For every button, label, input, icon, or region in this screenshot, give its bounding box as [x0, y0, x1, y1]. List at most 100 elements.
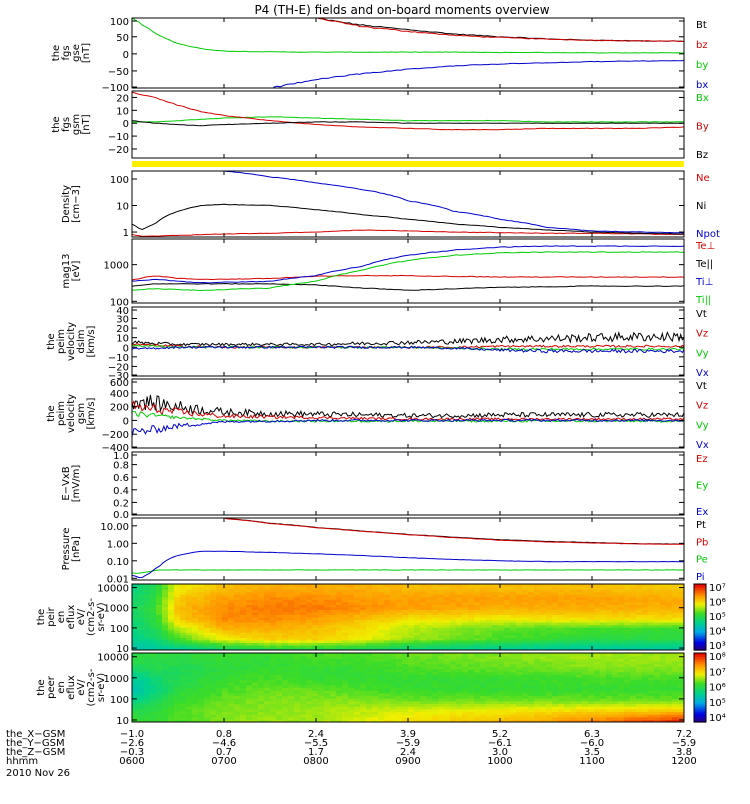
p8-frame [132, 518, 684, 580]
p5-lines [132, 332, 684, 352]
legend-label: Vt [696, 381, 707, 392]
y-tick-label: 20 [116, 93, 129, 104]
colorbar-tick-label: 10⁶ [709, 598, 726, 609]
series-line-bx [273, 61, 684, 88]
legend-label: Vz [696, 401, 708, 412]
legend-label: Vy [696, 420, 709, 431]
legend-label: bz [696, 40, 708, 51]
y-tick-label: 1 [123, 228, 129, 239]
y-tick-label: 1.00 [107, 539, 129, 550]
series-line-Ti|| [132, 252, 684, 291]
series-line-Te⊥ [132, 275, 684, 280]
legend-label: Bt [696, 20, 707, 31]
y-tick-label: 1000 [104, 261, 129, 272]
p4-legend: Te⊥Te||Ti⊥Ti|| [695, 241, 715, 306]
p6-frame [132, 379, 684, 448]
series-line-Pb [225, 519, 684, 545]
legend-label: Ey [696, 481, 708, 492]
series-line-Ni [132, 204, 684, 234]
y-axis-label-line: [eV] [71, 261, 82, 282]
colorbar-tick-label: 10³ [709, 641, 726, 652]
y-tick-label: 0.10 [107, 557, 129, 568]
p3-legend: Ne Ni Npot [696, 173, 720, 240]
legend-label: Vx [696, 440, 709, 451]
y-tick-label: 10.00 [100, 522, 129, 533]
p1-lines [132, 18, 684, 88]
y-axis-label-line: [km/s] [86, 397, 97, 429]
y-tick-label: 0.4 [113, 486, 129, 497]
y-axis-label-line: [nPa] [71, 536, 82, 562]
series-line-By [132, 92, 684, 130]
legend-label: Bx [696, 93, 709, 104]
legend-label: By [696, 122, 709, 133]
y-tick-label: 10 [116, 202, 129, 213]
p8-legend: Pt Pb Pe Pi [696, 520, 708, 583]
legend-label: Ni [696, 201, 706, 212]
y-tick-label: 100 [110, 624, 129, 635]
legend-label: Vx [696, 368, 709, 379]
series-line-Bt [318, 19, 684, 42]
legend-label: Te|| [695, 259, 713, 270]
legend-label: Vt [696, 309, 707, 320]
y-tick-label: 100 [110, 175, 129, 186]
colorbar-tick-label: 10⁵ [709, 612, 726, 623]
p4-frame [132, 239, 684, 303]
y-tick-label: −200 [102, 430, 129, 441]
y-tick-label: 0.6 [113, 473, 129, 484]
series-line-Pi [132, 551, 684, 577]
legend-label: Ez [696, 454, 708, 465]
y-axis-label-line: [nT] [81, 43, 92, 63]
legend-label: Bz [696, 150, 708, 161]
p6-lines [132, 395, 684, 437]
y-tick-label: 50 [116, 33, 129, 44]
y-tick-label: 0.0 [113, 510, 129, 521]
p7-frame [132, 452, 684, 515]
legend-label: Pe [696, 555, 708, 566]
y-tick-label: 0 [123, 119, 129, 130]
y-axis-label-line: [km/s] [86, 325, 97, 357]
legend-label: bx [696, 80, 708, 91]
p2-legend: Bx By Bz [696, 93, 709, 161]
y-tick-label: 200 [110, 403, 129, 414]
legend-label: Ne [696, 173, 710, 184]
y-tick-label: 0 [123, 416, 129, 427]
p3-frame [132, 171, 684, 237]
y-axis-label-line: [nT] [81, 114, 92, 134]
series-line-Vt [132, 395, 684, 418]
y-tick-label: 600 [110, 378, 129, 389]
legend-label: Pb [696, 537, 708, 548]
p10-spectrogram [132, 653, 685, 723]
legend-label: Ti⊥ [695, 277, 713, 288]
y-axis-label-line: sr-eV) [96, 602, 107, 631]
y-tick-label: 0.2 [113, 498, 129, 509]
legend-label: Ti|| [695, 295, 711, 306]
series-line-Pt [225, 518, 684, 544]
series-line-by [132, 18, 684, 53]
y-tick-label: 1000 [104, 604, 129, 615]
y-tick-label: 100 [110, 17, 129, 28]
legend-label: Npot [696, 229, 720, 240]
y-tick-label: −50 [108, 67, 129, 78]
legend-label: Pt [696, 520, 706, 531]
figure-title: P4 (TH-E) fields and on-board moments ov… [254, 3, 549, 17]
p6-legend: Vt Vz Vy Vx [696, 381, 709, 451]
legend-label: Pi [696, 572, 705, 583]
y-tick-label: 10 [116, 106, 129, 117]
p3-lines [132, 171, 684, 236]
y-axis-label-line: [cm−3] [71, 185, 82, 223]
y-axis-label-line: [mV/m] [71, 465, 82, 503]
